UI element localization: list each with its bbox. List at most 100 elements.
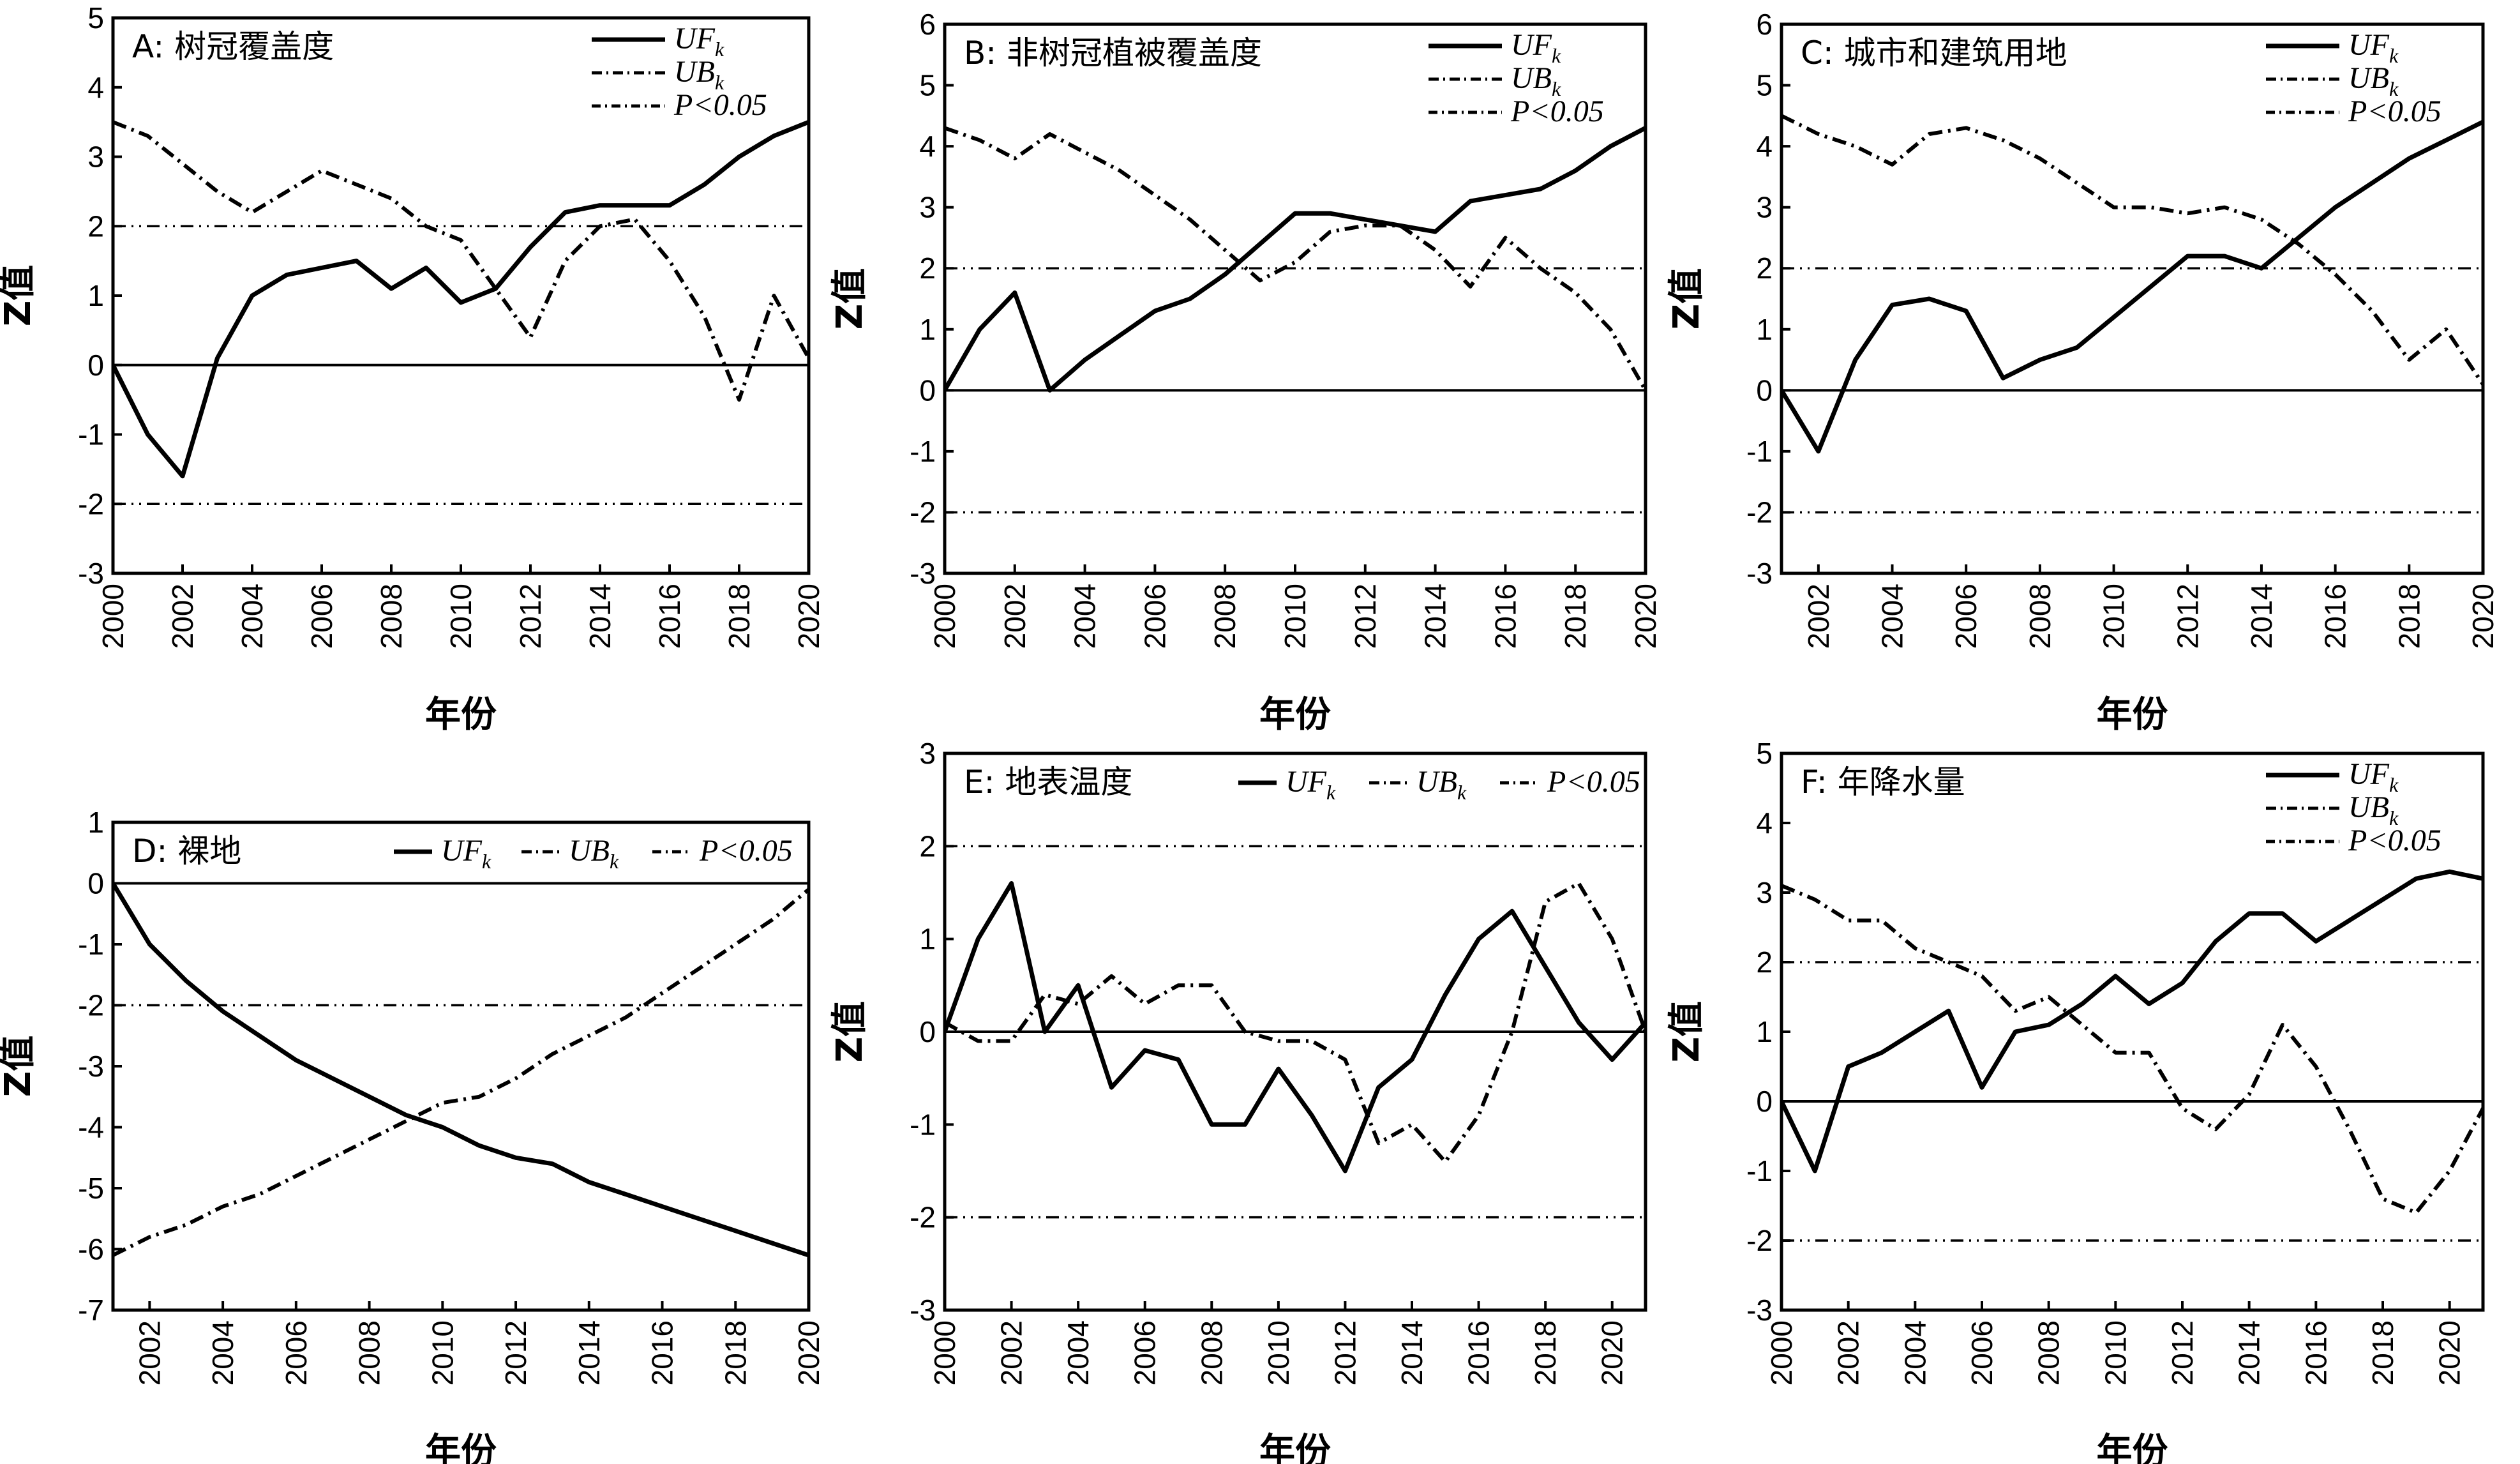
panel-title: F: 年降水量: [1801, 764, 1965, 801]
legend-label-3: P<0.05: [2348, 94, 2441, 128]
x-axis-label: 年份: [1259, 1431, 1331, 1464]
y-tick-label: -3: [78, 1050, 104, 1083]
y-tick-label: -2: [910, 495, 936, 529]
chart-panel-f: -3 -2 -1 0 1 2 3 4 5 2000 2002 2004 2006 2008 2010 2012…: [1666, 737, 2485, 1464]
x-tick-label: 2004: [206, 1320, 239, 1385]
x-tick-label: 2012: [2171, 584, 2204, 649]
x-tick-label: 2016: [2299, 1320, 2332, 1385]
x-tick-label: 2004: [236, 584, 269, 649]
x-tick-label: 2008: [2023, 584, 2057, 649]
y-tick-label: -1: [1746, 435, 1773, 468]
y-tick-label: 2: [1756, 252, 1773, 285]
legend-label-3: P<0.05: [699, 834, 793, 868]
x-tick-label: 2020: [2466, 584, 2500, 649]
y-tick-label: 5: [1756, 737, 1773, 770]
x-tick-label: 2010: [444, 584, 477, 649]
x-tick-label: 2006: [1138, 584, 1171, 649]
y-tick-label: -3: [78, 557, 104, 590]
y-tick-label: 0: [87, 867, 104, 900]
y-axis-label: Z值: [829, 268, 871, 330]
series-line-ubk: [1781, 884, 2483, 1215]
x-tick-label: 2006: [1129, 1320, 1162, 1385]
x-tick-label: 2006: [1965, 1320, 1999, 1385]
y-tick-label: 4: [87, 71, 104, 104]
y-tick-label: 1: [87, 806, 104, 839]
y-tick-label: -3: [1746, 557, 1773, 590]
legend-subscript: k: [2389, 44, 2399, 67]
legend-subscript: k: [715, 38, 724, 61]
series-line-ufk: [1781, 119, 2483, 454]
y-tick-label: -1: [910, 435, 936, 468]
legend-subscript: k: [610, 850, 619, 873]
x-tick-label: 2000: [1765, 1320, 1798, 1385]
y-axis-label: Z值: [0, 1036, 39, 1098]
y-tick-label: 0: [919, 374, 936, 407]
y-tick-label: 2: [919, 829, 936, 863]
legend-subscript: k: [1552, 77, 1561, 100]
x-tick-label: 2012: [499, 1320, 532, 1385]
y-tick-label: 1: [919, 313, 936, 346]
x-tick-label: 2008: [1195, 1320, 1228, 1385]
x-tick-label: 2010: [1279, 584, 1312, 649]
legend-subscript: k: [1552, 44, 1561, 67]
y-tick-label: 3: [919, 737, 936, 770]
x-tick-label: 2014: [573, 1320, 606, 1385]
y-tick-label: 2: [919, 252, 936, 285]
series-line-ufk: [113, 119, 809, 479]
x-axis-label: 年份: [425, 1431, 497, 1464]
y-axis-label: Z值: [829, 1001, 871, 1063]
y-tick-label: -1: [78, 928, 104, 961]
legend-label-1: UFk: [441, 834, 491, 873]
series-line-ufk: [945, 881, 1646, 1173]
series-line-ubk: [945, 881, 1646, 1164]
x-tick-label: 2012: [514, 584, 547, 649]
legend-subscript: k: [482, 850, 491, 873]
y-tick-label: 3: [919, 191, 936, 224]
legend-subscript: k: [1457, 781, 1467, 804]
series-line-ubk: [113, 887, 809, 1257]
x-tick-label: 2016: [2319, 584, 2352, 649]
x-tick-label: 2018: [2392, 584, 2426, 649]
y-tick-label: 0: [1756, 374, 1773, 407]
y-tick-label: -3: [1746, 1294, 1773, 1327]
x-tick-label: 2006: [280, 1320, 313, 1385]
x-tick-label: 2004: [1061, 1320, 1095, 1385]
y-tick-label: -2: [78, 487, 104, 520]
x-axis-label: 年份: [425, 694, 497, 736]
x-tick-label: 2000: [928, 584, 961, 649]
chart-panel-a: -3 -2 -1 0 1 2 3 4 5 2000 2002 2004 2006 2008 2010 2012…: [0, 1, 825, 736]
x-tick-label: 2014: [583, 584, 617, 649]
y-tick-label: 3: [87, 140, 104, 174]
y-tick-label: 2: [1756, 946, 1773, 979]
plot-frame: [1780, 22, 2485, 575]
x-tick-label: 2008: [1208, 584, 1241, 649]
legend-label-3: P<0.05: [1547, 765, 1640, 799]
x-tick-label: 2020: [1596, 1320, 1629, 1385]
y-tick-label: 1: [919, 923, 936, 956]
y-tick-label: 1: [87, 279, 104, 312]
legend-subscript: k: [2389, 773, 2399, 796]
panel-title: C: 城市和建筑用地: [1801, 34, 2067, 72]
x-tick-label: 2002: [1802, 584, 1835, 649]
x-tick-label: 2002: [1832, 1320, 1865, 1385]
y-tick-label: 4: [919, 130, 936, 163]
legend-label-3: P<0.05: [1510, 94, 1604, 128]
x-tick-label: 2018: [723, 584, 756, 649]
x-tick-label: 2020: [2433, 1320, 2466, 1385]
x-tick-label: 2014: [1395, 1320, 1429, 1385]
x-tick-label: 2020: [792, 1320, 825, 1385]
y-tick-label: 5: [1756, 69, 1773, 102]
x-tick-label: 2006: [305, 584, 338, 649]
x-tick-label: 2000: [928, 1320, 961, 1385]
series-line-ubk: [1781, 114, 2483, 386]
y-tick-label: 6: [919, 8, 936, 41]
legend-subscript: k: [1326, 781, 1336, 804]
x-tick-label: 2016: [1462, 1320, 1496, 1385]
x-tick-label: 2012: [1328, 1320, 1361, 1385]
y-tick-label: 4: [1756, 806, 1773, 840]
